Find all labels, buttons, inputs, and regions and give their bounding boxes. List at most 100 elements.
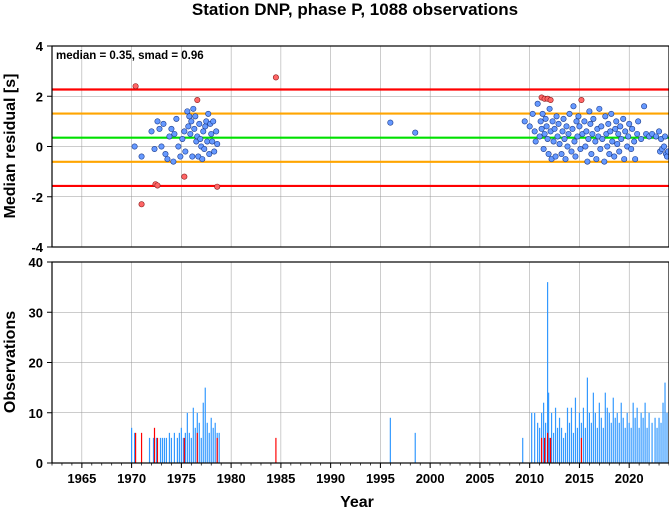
residual-point-outlier [578, 97, 585, 104]
residual-point [171, 130, 178, 137]
residual-point [188, 118, 195, 125]
residual-point [151, 146, 158, 153]
residual-point [615, 130, 622, 137]
residual-point [590, 115, 597, 122]
residual-point [532, 138, 539, 145]
residual-point [564, 143, 571, 150]
residual-point [571, 138, 578, 145]
residual-point [209, 138, 216, 145]
y-tick-label: 0 [36, 140, 43, 155]
residual-point [529, 110, 536, 117]
residual-point [206, 151, 213, 158]
residual-point [536, 133, 543, 140]
residual-point [154, 118, 161, 125]
residual-points [131, 74, 669, 208]
residual-point [622, 128, 629, 135]
observations-y-ticks: 0 10 20 30 40 [29, 255, 52, 471]
residual-point [638, 135, 645, 142]
year-x-ticks: 1965 1970 1975 1980 1985 1990 1995 2000 2005 2010… [51, 463, 669, 486]
residual-point [661, 143, 668, 150]
x-tick-label: 2000 [416, 471, 445, 486]
residual-point [197, 135, 204, 142]
residual-y-axis-label: Median residual [s] [2, 74, 19, 219]
y-tick-label: -2 [31, 190, 43, 205]
residual-annotation: median = 0.35, smad = 0.96 [56, 50, 204, 62]
observation-bars [131, 282, 668, 463]
y-tick-label: 40 [29, 255, 43, 270]
residual-point [613, 118, 620, 125]
residual-point [185, 123, 192, 130]
x-tick-label: 1995 [366, 471, 395, 486]
residual-point [559, 128, 566, 135]
residual-point [573, 118, 580, 125]
residual-point [201, 146, 208, 153]
residual-point [131, 143, 138, 150]
residual-point [138, 153, 145, 160]
residual-point [563, 123, 570, 130]
residual-point [629, 125, 636, 132]
residual-point [621, 156, 628, 163]
residual-point [200, 128, 207, 135]
y-tick-label: 2 [36, 89, 43, 104]
residual-point [545, 151, 552, 158]
residual-point [565, 130, 572, 137]
residual-point [577, 146, 584, 153]
residual-point [575, 113, 582, 120]
residual-point [607, 128, 614, 135]
x-axis-label: Year [340, 494, 374, 511]
residual-point [601, 158, 608, 165]
residual-point-outlier [181, 173, 188, 180]
residual-point [179, 135, 186, 142]
residual-point [570, 103, 577, 110]
y-tick-label: 0 [36, 456, 43, 471]
residual-point [558, 151, 565, 158]
residual-point-outlier [194, 97, 201, 104]
residual-point [158, 143, 165, 150]
residual-point [214, 140, 221, 147]
residual-point [604, 143, 611, 150]
residual-point [170, 158, 177, 165]
residual-point [596, 105, 603, 112]
residual-point [160, 120, 167, 127]
residual-point [612, 125, 619, 132]
residual-point [665, 148, 669, 155]
residual-point [202, 123, 209, 130]
y-tick-label: 4 [36, 39, 44, 54]
residual-point [561, 135, 568, 142]
residual-point [569, 125, 576, 132]
residual-point [566, 110, 573, 117]
residual-point [211, 148, 218, 155]
residual-point [175, 143, 182, 150]
residual-point [148, 128, 155, 135]
residual-point [181, 128, 188, 135]
residual-y-ticks: -4 -2 0 2 4 [31, 39, 52, 255]
observations-grid [52, 261, 669, 464]
residual-point [593, 156, 600, 163]
residual-point [187, 130, 194, 137]
residual-point [534, 100, 541, 107]
residual-point [614, 140, 621, 147]
x-tick-label: 2015 [565, 471, 594, 486]
chart-title: Station DNP, phase P, 1088 observations [192, 0, 518, 19]
residual-point [549, 118, 556, 125]
residual-point [609, 138, 616, 145]
residual-point [537, 118, 544, 125]
residual-panel: -4 -2 0 2 4 median = 0.35, smad = 0.96 Media… [2, 39, 669, 255]
residual-point [190, 105, 197, 112]
residual-point [192, 113, 199, 120]
residual-point-outlier [272, 74, 279, 81]
residual-point [531, 128, 538, 135]
residual-point [213, 128, 220, 135]
residual-point [641, 103, 648, 110]
observations-panel: 0 10 20 30 40 1965 1970 1975 1980 1985 1990 1995 20… [2, 255, 669, 511]
residual-point [608, 110, 615, 117]
residual-point-outlier [132, 83, 139, 90]
residual-point [572, 153, 579, 160]
x-tick-label: 2020 [615, 471, 644, 486]
residual-point [552, 153, 559, 160]
x-tick-label: 2010 [515, 471, 544, 486]
residual-point [634, 130, 641, 137]
residual-point [656, 128, 663, 135]
x-tick-label: 1970 [117, 471, 146, 486]
residual-point [568, 148, 575, 155]
